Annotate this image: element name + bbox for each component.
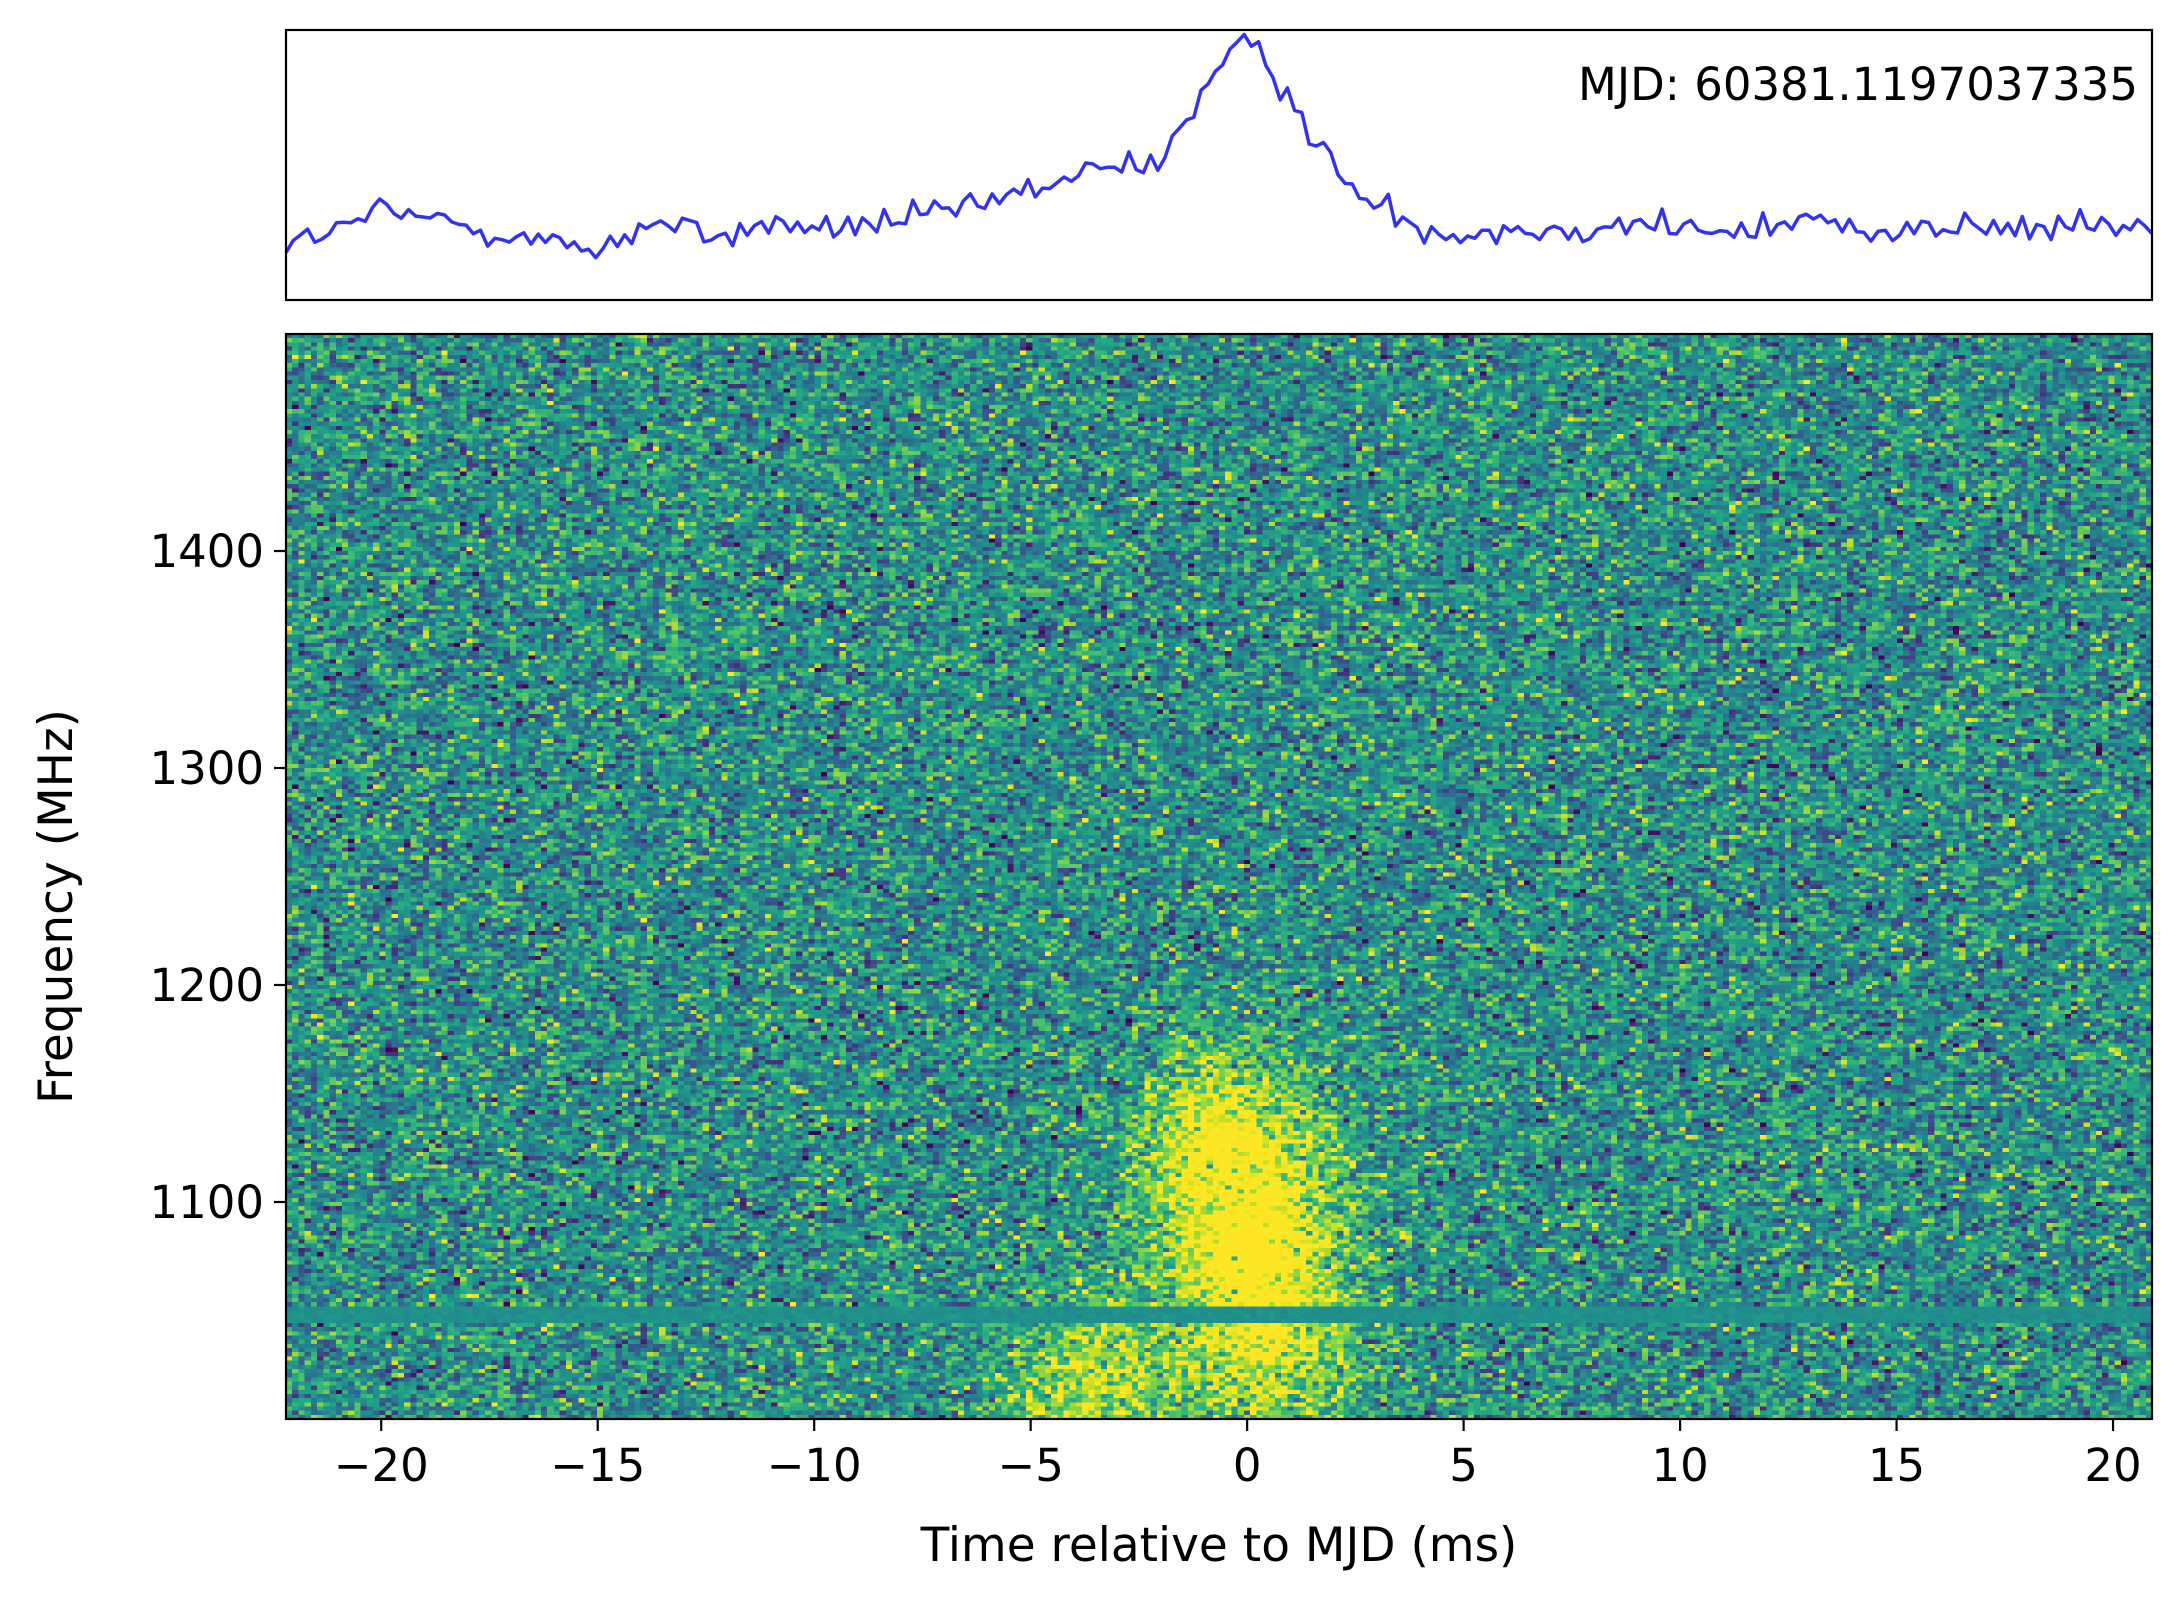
x-tick-label: 0 <box>1233 1439 1262 1492</box>
heatmap-container <box>286 334 2152 1419</box>
profile-panel: MJD: 60381.1197037335 <box>284 28 2154 302</box>
profile-series-line <box>284 32 2154 260</box>
dynamic-spectrum-heatmap <box>286 334 2152 1419</box>
y-tick-label: 1100 <box>149 1176 264 1229</box>
y-tick-label: 1400 <box>149 525 264 578</box>
x-tick-label: 20 <box>2084 1439 2141 1492</box>
profile-axes-frame <box>284 28 2154 302</box>
heatmap-axes-frame <box>284 332 2154 1421</box>
x-axis-label: Time relative to MJD (ms) <box>920 1518 1518 1573</box>
dynamic-spectrum-panel: −20 −15 −10 −5 0 5 10 15 20 1100 1200 1300 1400 Tim… <box>29 332 2154 1573</box>
y-tick-label: 1200 <box>149 959 264 1012</box>
x-tick-label: −10 <box>767 1439 862 1492</box>
x-tick-label: 10 <box>1651 1439 1708 1492</box>
x-tick-label: 15 <box>1868 1439 1925 1492</box>
y-axis-ticks: 1100 1200 1300 1400 <box>149 525 286 1229</box>
mjd-annotation: MJD: 60381.1197037335 <box>1578 58 2138 111</box>
x-tick-label: −15 <box>550 1439 645 1492</box>
x-tick-label: −20 <box>334 1439 429 1492</box>
x-axis-ticks: −20 −15 −10 −5 0 5 10 15 20 <box>334 1419 2142 1492</box>
x-tick-label: 5 <box>1449 1439 1478 1492</box>
y-axis-label: Frequency (MHz) <box>29 709 84 1104</box>
x-tick-label: −5 <box>997 1439 1063 1492</box>
y-tick-label: 1300 <box>149 742 264 795</box>
